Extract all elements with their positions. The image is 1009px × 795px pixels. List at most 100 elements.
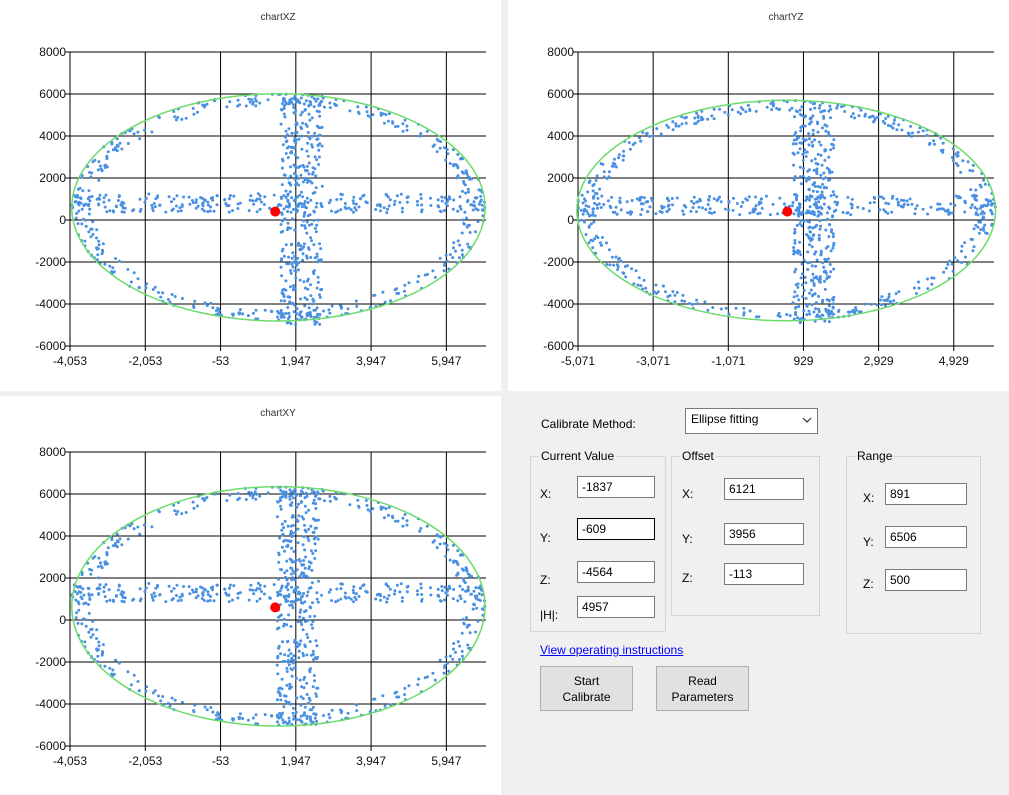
current-value-title: Current Value	[539, 449, 617, 463]
current-h-field[interactable]: 4957	[577, 596, 655, 618]
data-point	[311, 685, 315, 689]
data-point	[799, 129, 803, 133]
data-point	[228, 583, 232, 587]
data-point	[307, 701, 311, 705]
data-point	[802, 289, 806, 292]
data-point	[439, 210, 443, 214]
data-point	[281, 159, 285, 163]
data-point	[452, 246, 455, 250]
read-parameters-button[interactable]: Read Parameters	[656, 666, 749, 711]
data-point	[291, 711, 295, 715]
data-point	[279, 507, 283, 511]
data-point	[302, 713, 305, 717]
data-point	[829, 270, 833, 274]
data-point	[290, 262, 294, 266]
data-point	[446, 593, 449, 597]
data-point	[420, 599, 424, 603]
data-point	[439, 599, 443, 603]
data-point	[785, 100, 789, 104]
data-point	[612, 164, 615, 168]
current-z-field[interactable]: -4564	[577, 561, 655, 583]
calibrate-method-select[interactable]: Ellipse fitting	[685, 408, 818, 434]
data-point	[299, 703, 303, 707]
data-point	[951, 211, 954, 215]
data-point	[287, 539, 291, 543]
data-point	[280, 257, 284, 261]
data-point	[295, 307, 299, 311]
data-point	[153, 594, 157, 598]
data-point	[330, 708, 334, 712]
offset-x-label: X:	[682, 487, 694, 501]
start-calibrate-button[interactable]: Start Calibrate	[540, 666, 633, 711]
data-point	[96, 565, 100, 569]
data-point	[832, 267, 836, 271]
data-point	[463, 210, 467, 214]
data-point	[403, 289, 406, 293]
data-point	[176, 115, 180, 119]
data-point	[905, 199, 909, 203]
current-x-field[interactable]: -1837	[577, 476, 655, 498]
data-point	[196, 204, 200, 208]
data-point	[463, 600, 467, 604]
data-point	[150, 593, 154, 597]
data-point	[953, 256, 957, 260]
data-point	[300, 223, 304, 227]
data-point	[929, 205, 933, 209]
data-point	[738, 213, 742, 217]
data-point	[810, 303, 814, 307]
data-point	[695, 210, 698, 214]
data-point	[947, 210, 951, 214]
data-point	[461, 218, 465, 222]
data-point	[909, 124, 913, 128]
data-point	[803, 124, 807, 128]
data-point	[791, 142, 795, 146]
data-point	[298, 575, 302, 579]
data-point	[612, 263, 616, 267]
data-point	[282, 104, 286, 108]
data-point	[782, 202, 786, 206]
data-point	[586, 211, 590, 215]
data-point	[272, 583, 276, 587]
data-point	[810, 294, 814, 298]
data-point	[797, 208, 801, 212]
view-instructions-link[interactable]: View operating instructions	[540, 643, 684, 657]
data-point	[322, 499, 326, 503]
data-point	[289, 667, 293, 671]
data-point	[448, 162, 452, 165]
data-point	[279, 698, 283, 702]
data-point	[304, 620, 307, 624]
offset-z-field[interactable]: -113	[724, 563, 804, 585]
data-point	[795, 224, 799, 227]
data-point	[419, 582, 423, 586]
data-point	[288, 488, 292, 492]
data-point	[316, 537, 320, 541]
data-point	[872, 120, 876, 124]
data-point	[473, 603, 476, 607]
data-point	[193, 299, 197, 303]
range-z-field[interactable]: 500	[885, 569, 967, 591]
data-point	[339, 306, 343, 310]
data-point	[827, 131, 831, 134]
data-point	[97, 592, 101, 596]
current-y-field[interactable]: -609	[577, 518, 655, 540]
data-point	[293, 638, 297, 642]
data-point	[315, 286, 319, 290]
data-point	[129, 280, 133, 284]
range-y-field[interactable]: 6506	[885, 526, 967, 548]
data-point	[176, 209, 180, 213]
data-point	[712, 107, 716, 111]
data-point	[106, 150, 110, 154]
range-x-field[interactable]: 891	[885, 483, 967, 505]
offset-y-field[interactable]: 3956	[724, 523, 804, 545]
data-point	[719, 200, 723, 204]
data-point	[617, 156, 621, 160]
data-point	[765, 105, 769, 109]
data-point	[420, 203, 424, 207]
data-point	[262, 592, 266, 596]
offset-x-field[interactable]: 6121	[724, 478, 804, 500]
data-point	[797, 202, 801, 206]
data-point	[286, 306, 290, 309]
data-point	[96, 654, 100, 658]
data-point	[304, 99, 308, 103]
data-point	[859, 108, 863, 112]
